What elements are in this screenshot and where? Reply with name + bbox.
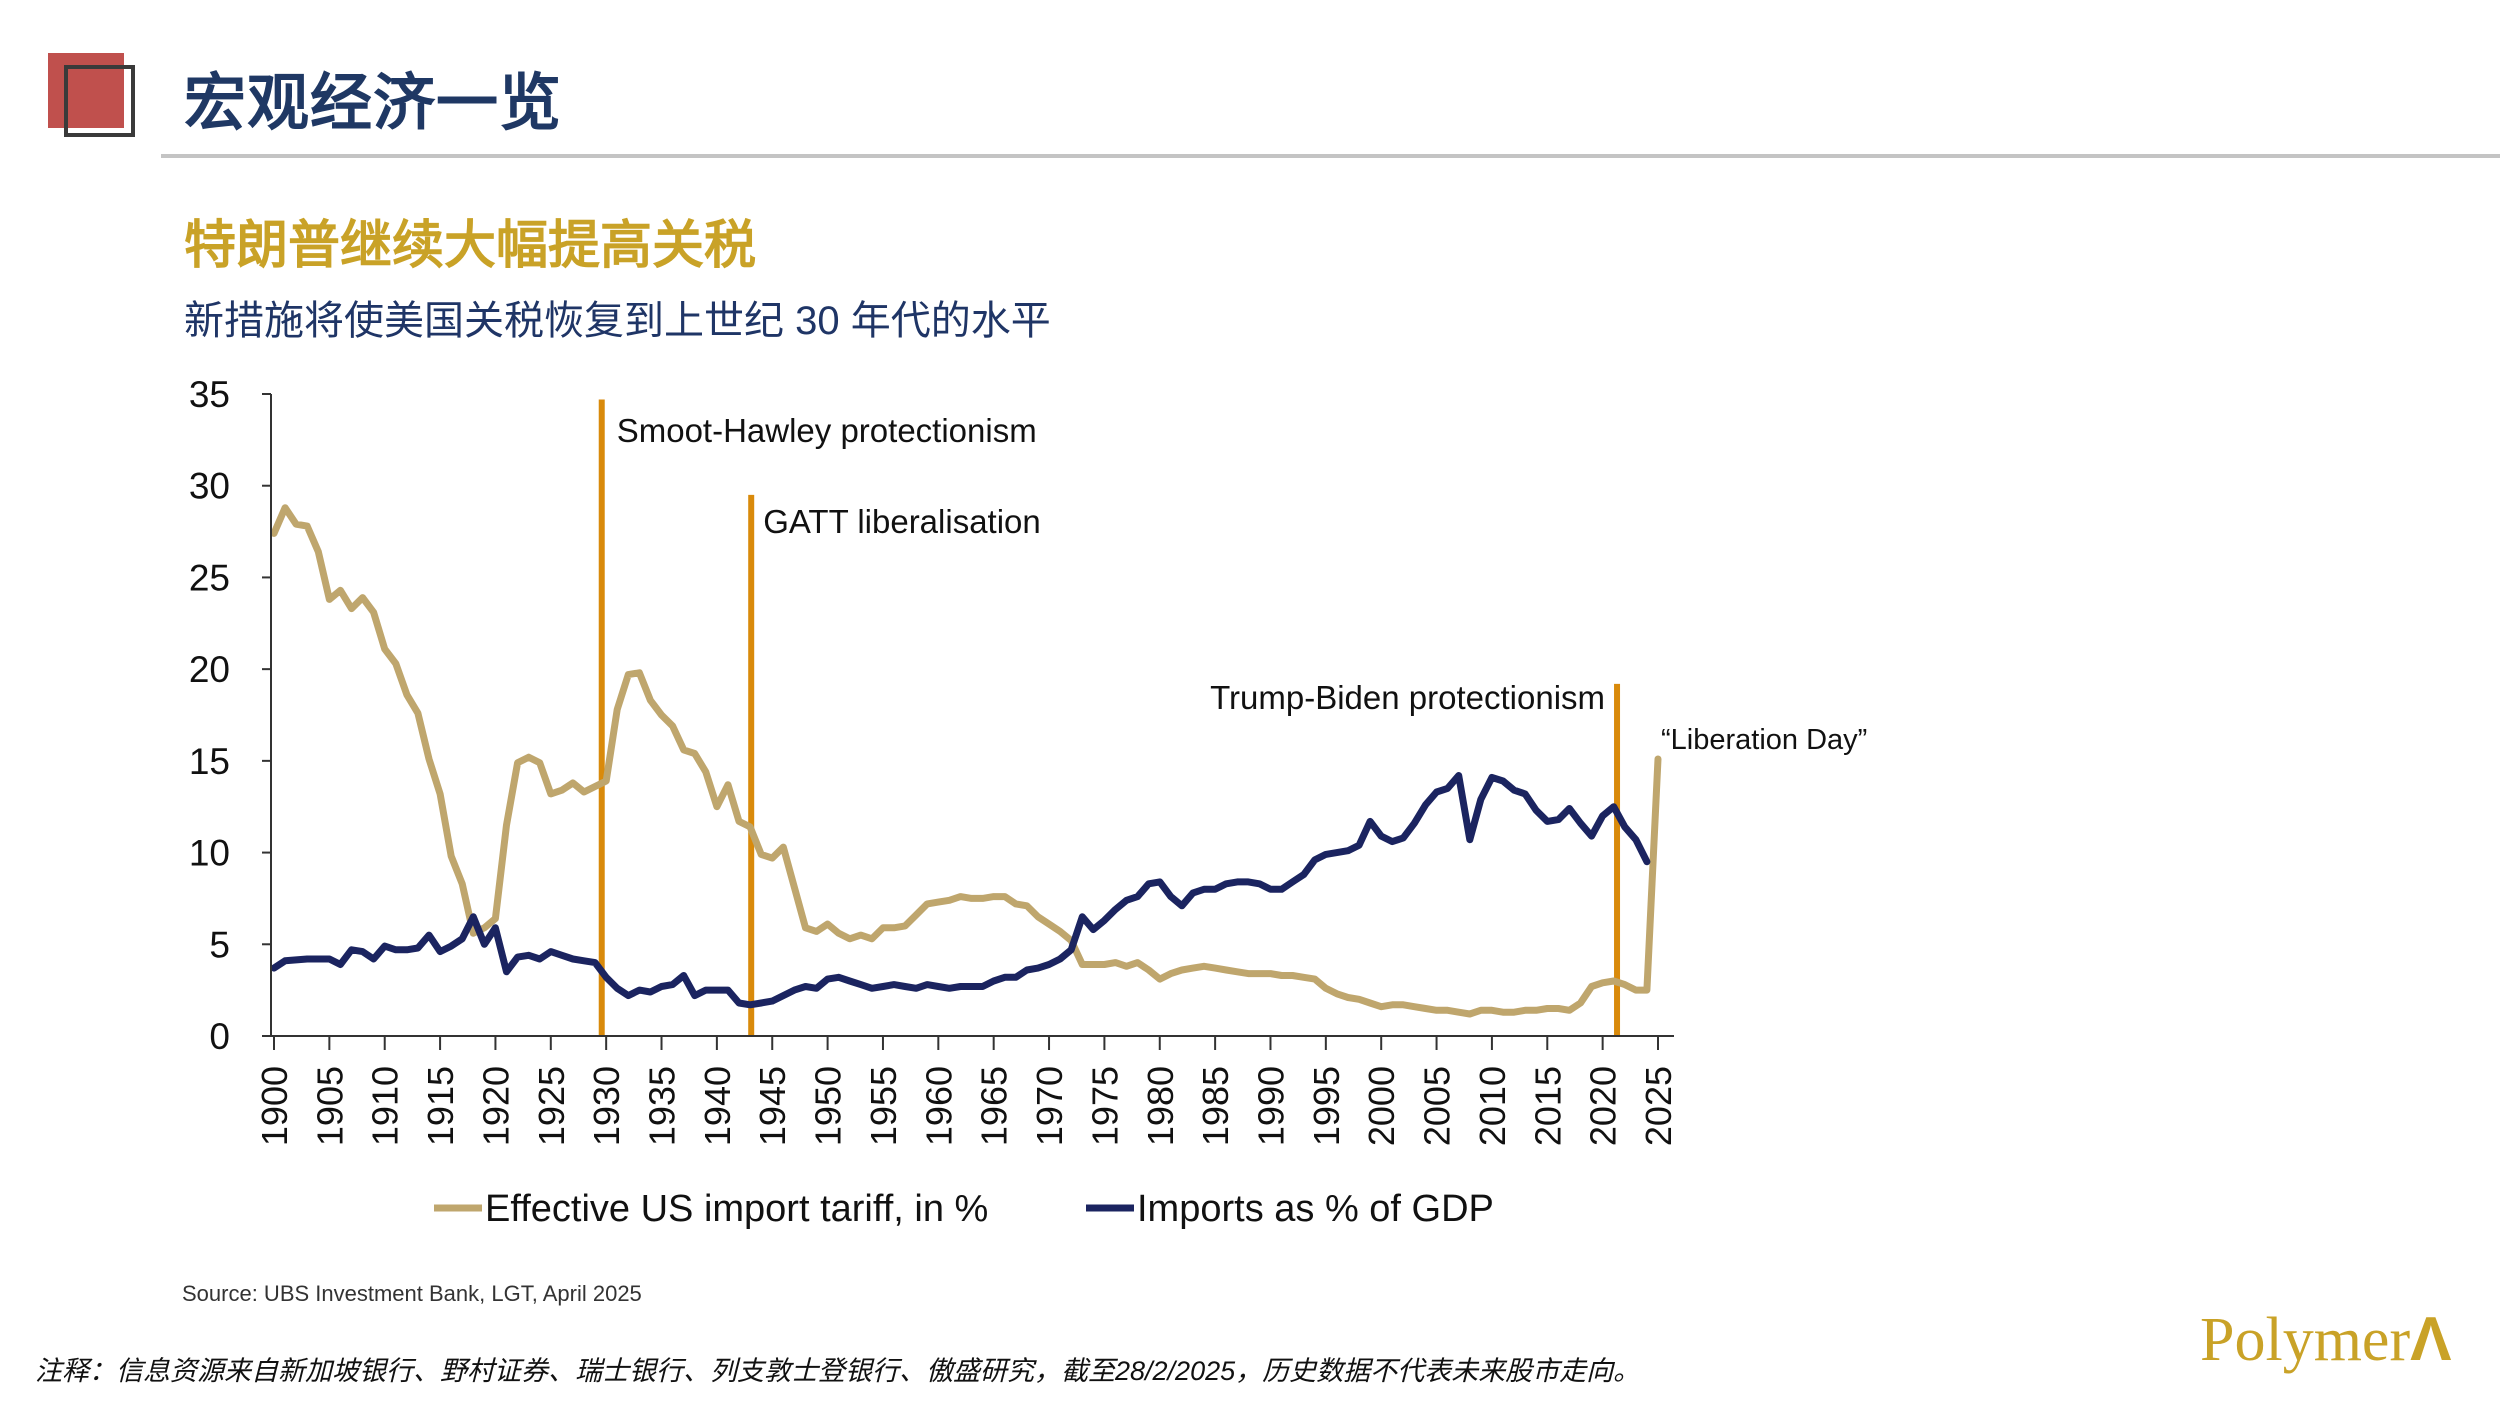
x-tick-label: 1900 xyxy=(254,1066,295,1146)
imports-series-line xyxy=(270,772,1651,1009)
x-tick-label: 1905 xyxy=(309,1066,350,1146)
liberation-day-annotation: “Liberation Day” xyxy=(1661,724,1867,756)
source-note: Source: UBS Investment Bank, LGT, April … xyxy=(182,1281,642,1306)
x-tick-label: 1955 xyxy=(863,1066,904,1146)
x-tick-label: 1980 xyxy=(1140,1066,1181,1146)
y-tick-label: 5 xyxy=(209,924,230,965)
x-tick-label: 2015 xyxy=(1527,1066,1568,1146)
x-tick-label: 1940 xyxy=(697,1066,738,1146)
logo-mark: Λ xyxy=(2410,1305,2452,1374)
tariff-series-line xyxy=(270,504,1662,1018)
event-marker-label: Trump-Biden protectionism xyxy=(1210,679,1605,716)
y-tick-label: 20 xyxy=(189,649,230,690)
event-marker-label: Smoot-Hawley protectionism xyxy=(617,412,1037,449)
x-tick-label: 1915 xyxy=(420,1066,461,1146)
page-title: 宏观经济一览 xyxy=(184,69,563,138)
x-tick-label: 1935 xyxy=(642,1066,683,1146)
polymer-logo: PolymerΛ xyxy=(2200,1304,2451,1376)
x-tick-label: 2000 xyxy=(1361,1066,1402,1146)
y-tick-label: 30 xyxy=(189,466,230,507)
y-tick-label: 0 xyxy=(209,1016,230,1057)
x-tick-label: 2025 xyxy=(1638,1066,1679,1146)
x-tick-label: 1965 xyxy=(974,1066,1015,1146)
x-tick-label: 1975 xyxy=(1084,1066,1125,1146)
section-heading: 特朗普继续大幅提高关税 xyxy=(184,217,757,275)
legend-label-tariff: Effective US import tariff, in % xyxy=(485,1188,988,1230)
x-tick-label: 1945 xyxy=(752,1066,793,1146)
y-tick-label: 10 xyxy=(189,833,230,874)
y-tick-label: 15 xyxy=(189,741,230,782)
x-tick-label: 2020 xyxy=(1583,1066,1624,1146)
title-divider xyxy=(161,154,2500,158)
accent-outline-square xyxy=(64,65,135,137)
x-tick-label: 1910 xyxy=(365,1066,406,1146)
x-tick-label: 2005 xyxy=(1417,1066,1458,1146)
x-tick-label: 1930 xyxy=(586,1066,627,1146)
x-tick-label: 1960 xyxy=(918,1066,959,1146)
x-tick-label: 1970 xyxy=(1029,1066,1070,1146)
logo-text: Polymer xyxy=(2200,1306,2411,1374)
y-tick-label: 25 xyxy=(189,557,230,598)
footnote: 注释：信息资源来自新加坡银行、野村证券、瑞士银行、列支敦士登银行、傲盛研究，截至… xyxy=(35,1356,1641,1386)
section-subheading: 新措施将使美国关税恢复到上世纪 30 年代的水平 xyxy=(184,299,1051,343)
x-tick-label: 2010 xyxy=(1472,1066,1513,1146)
y-tick-label: 35 xyxy=(189,374,230,415)
x-tick-label: 1995 xyxy=(1306,1066,1347,1146)
x-tick-label: 1985 xyxy=(1195,1066,1236,1146)
legend-label-imports: Imports as % of GDP xyxy=(1137,1188,1494,1230)
x-tick-label: 1920 xyxy=(475,1066,516,1146)
x-tick-label: 1925 xyxy=(531,1066,572,1146)
x-tick-label: 1950 xyxy=(808,1066,849,1146)
event-marker-label: GATT liberalisation xyxy=(763,503,1041,540)
x-tick-label: 1990 xyxy=(1250,1066,1291,1146)
